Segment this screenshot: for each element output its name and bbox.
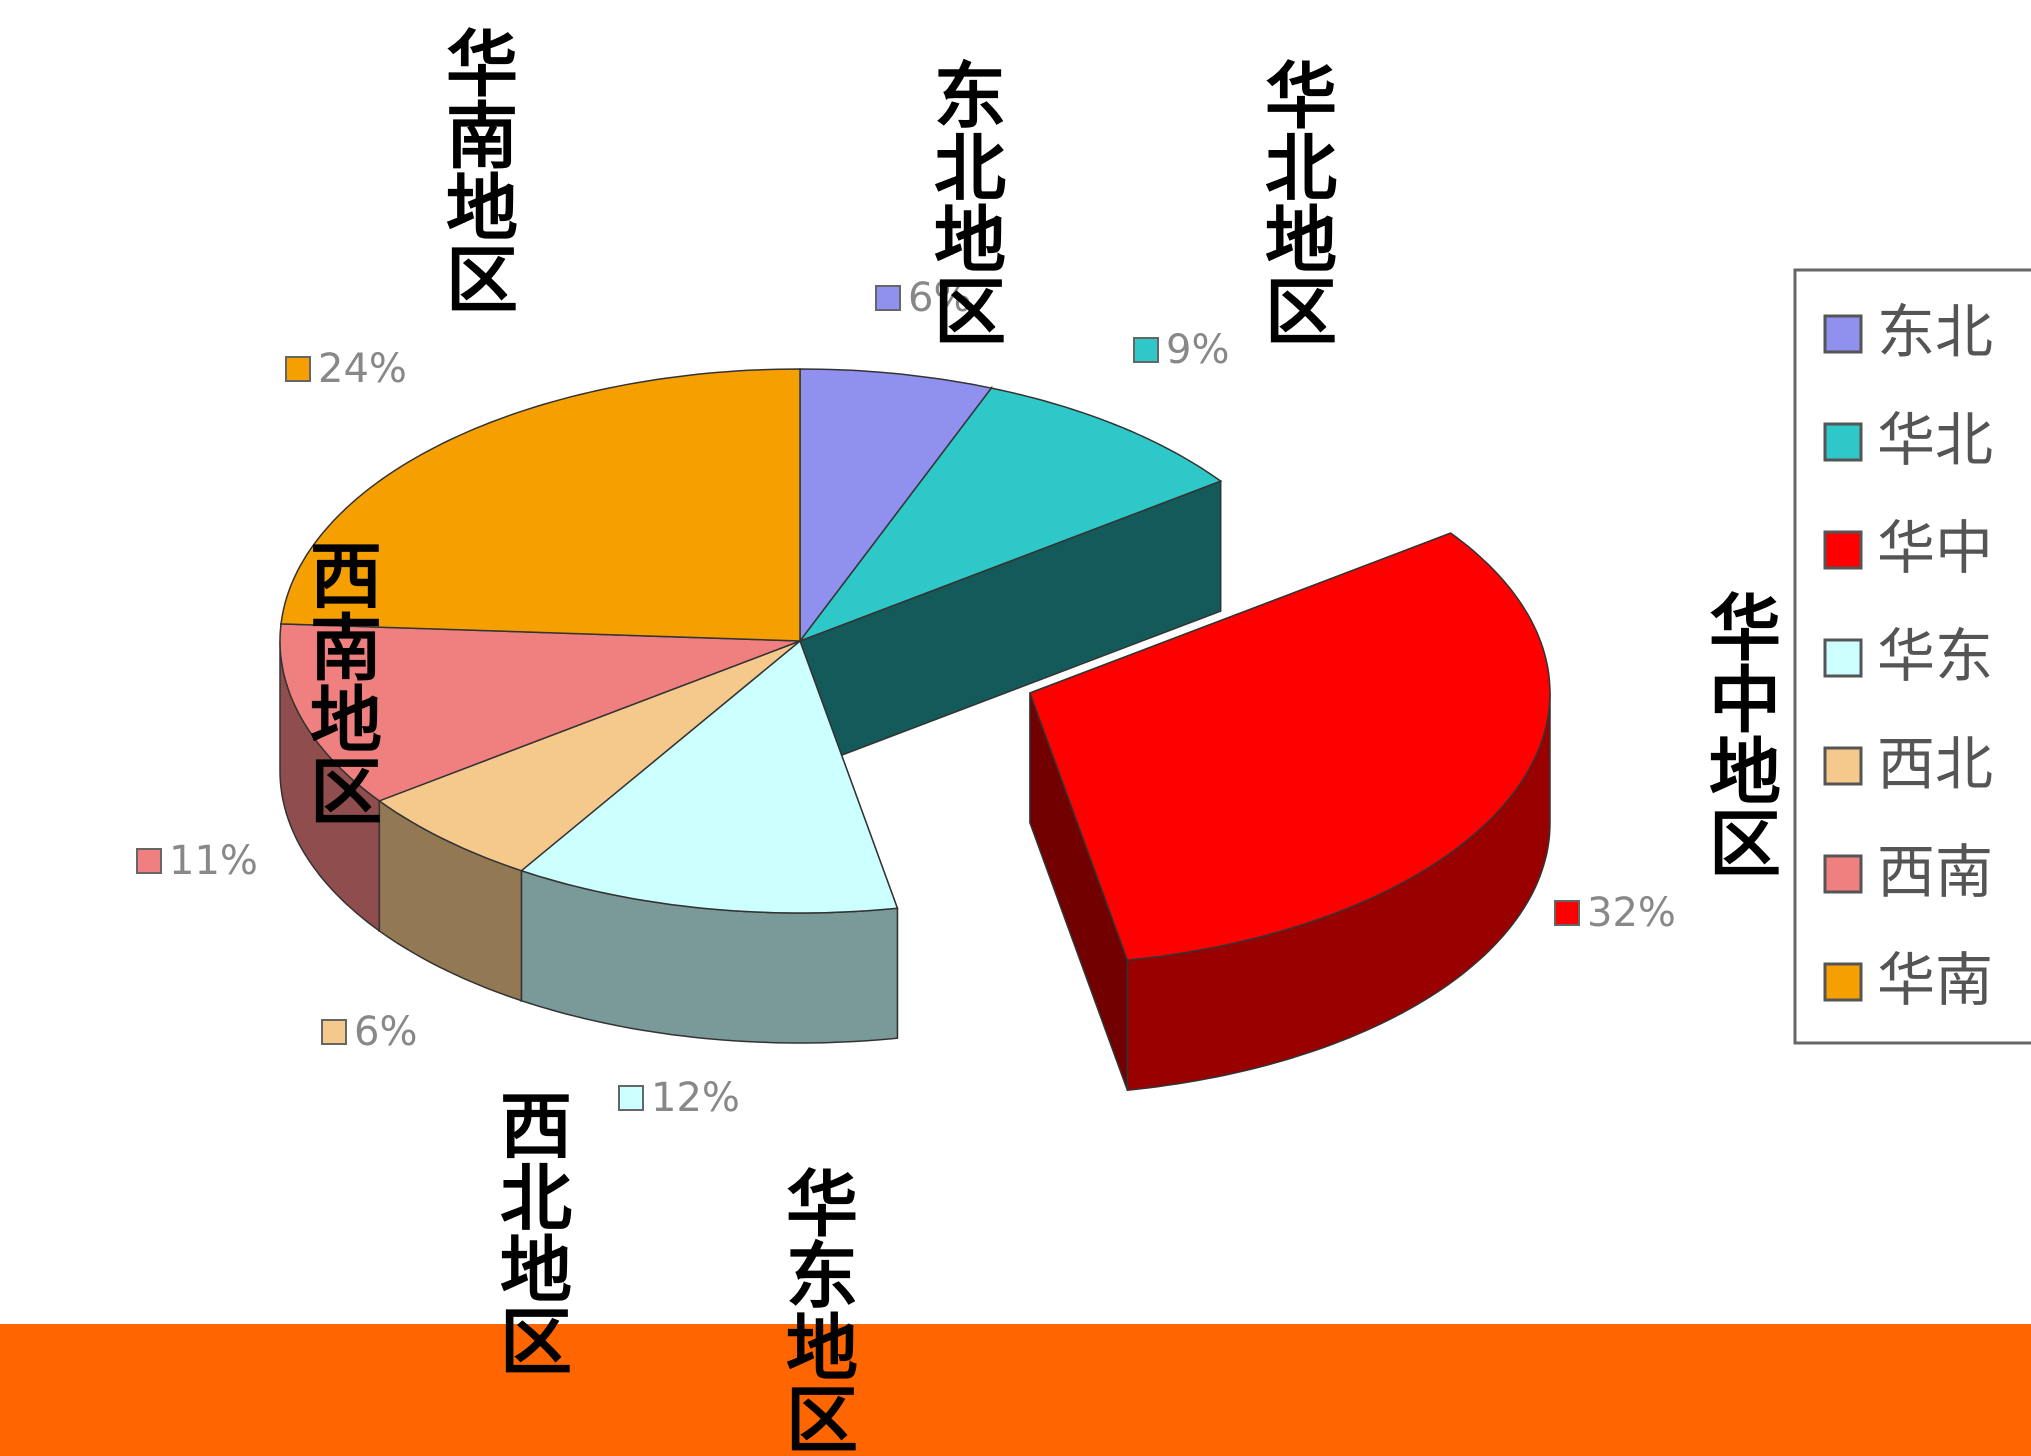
legend-swatch bbox=[1823, 962, 1863, 1002]
legend-label: 东北 bbox=[1877, 298, 1993, 366]
data-label: 6% bbox=[908, 275, 971, 321]
annotation: 东北地区 bbox=[921, 58, 1005, 346]
annotation: 华北地区 bbox=[1252, 58, 1336, 346]
legend-swatch bbox=[1823, 314, 1863, 354]
data-label-swatch bbox=[1554, 900, 1580, 926]
legend-swatch bbox=[1823, 638, 1863, 678]
annotation: 西北地区 bbox=[487, 1088, 571, 1376]
data-label-swatch bbox=[321, 1019, 347, 1045]
annotation: 华中地区 bbox=[1696, 590, 1780, 878]
data-label-swatch bbox=[136, 848, 162, 874]
slice bbox=[377, 640, 801, 872]
data-label: 12% bbox=[651, 1075, 740, 1121]
annotation: 西南地区 bbox=[297, 538, 381, 826]
slice bbox=[797, 387, 1223, 643]
slice bbox=[280, 368, 801, 642]
legend-label: 西北 bbox=[1877, 730, 1993, 798]
data-label-swatch bbox=[618, 1085, 644, 1111]
slice bbox=[279, 623, 801, 802]
data-label: 6% bbox=[354, 1009, 417, 1055]
slice bbox=[519, 639, 899, 914]
data-label-swatch bbox=[285, 356, 311, 382]
legend-swatch bbox=[1823, 530, 1863, 570]
data-label: 32% bbox=[1587, 890, 1676, 936]
legend-swatch bbox=[1823, 854, 1863, 894]
legend-label: 华南 bbox=[1877, 946, 1993, 1014]
annotation: 华东地区 bbox=[773, 1166, 857, 1454]
legend-label: 华北 bbox=[1877, 406, 1993, 474]
data-label: 9% bbox=[1166, 327, 1229, 373]
slice bbox=[1029, 532, 1551, 961]
footer-bar bbox=[0, 1324, 2031, 1456]
legend-label: 华东 bbox=[1877, 622, 1993, 690]
legend-label: 西南 bbox=[1877, 838, 1993, 906]
legend-swatch bbox=[1823, 422, 1863, 462]
legend-label: 华中 bbox=[1877, 514, 1993, 582]
data-label-swatch bbox=[1133, 337, 1159, 363]
data-label: 24% bbox=[318, 346, 407, 392]
annotation: 华南地区 bbox=[433, 26, 517, 314]
data-label-swatch bbox=[875, 285, 901, 311]
data-label: 11% bbox=[169, 838, 258, 884]
legend-swatch bbox=[1823, 746, 1863, 786]
slice bbox=[799, 368, 993, 644]
